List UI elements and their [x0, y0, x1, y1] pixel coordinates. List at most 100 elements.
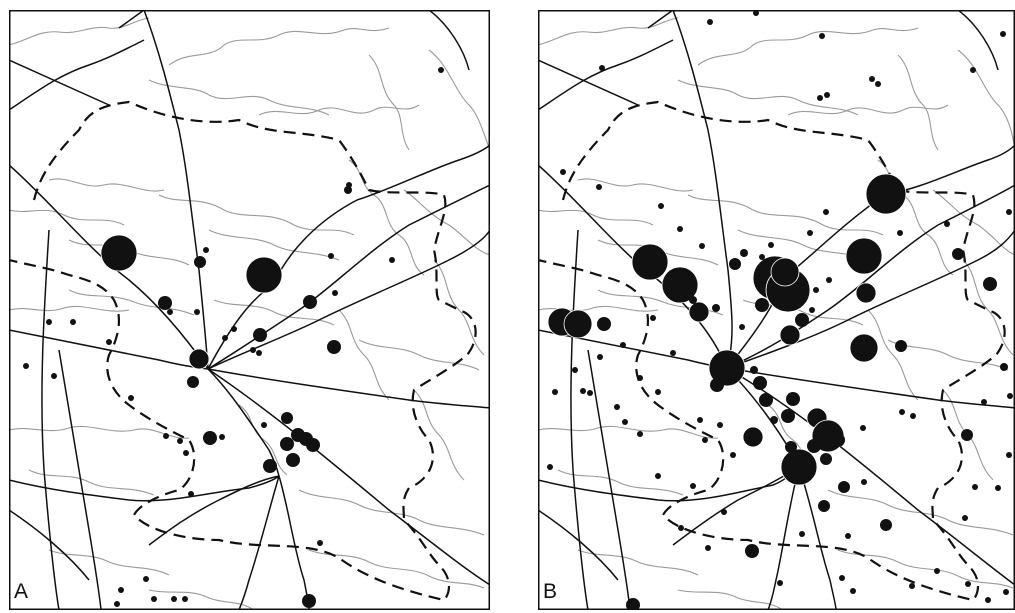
site-marker [838, 481, 850, 493]
site-marker [163, 433, 169, 439]
map-b-canvas [538, 10, 1015, 610]
panel-label-a: A [14, 580, 29, 603]
site-marker [985, 597, 991, 603]
sites-layer [547, 10, 1013, 610]
site-marker [944, 221, 950, 227]
site-marker [702, 437, 708, 443]
site-marker [317, 540, 323, 546]
site-marker [614, 404, 620, 410]
site-marker [631, 243, 669, 281]
site-marker [717, 422, 723, 428]
site-marker [261, 422, 267, 428]
site-marker [799, 531, 805, 537]
site-marker [807, 230, 813, 236]
site-marker [332, 290, 338, 296]
site-marker [970, 67, 976, 73]
site-marker [167, 309, 173, 315]
site-marker [256, 350, 262, 356]
site-marker [158, 296, 172, 310]
site-marker [875, 81, 881, 87]
site-marker [897, 230, 903, 236]
site-marker [855, 282, 877, 304]
site-marker [962, 515, 968, 521]
site-marker [781, 409, 795, 423]
site-marker [106, 339, 112, 345]
site-marker [222, 335, 228, 341]
site-marker [231, 326, 237, 332]
site-marker [910, 413, 916, 419]
site-marker [596, 184, 602, 190]
site-marker [899, 409, 905, 415]
site-marker [128, 395, 134, 401]
site-marker [729, 258, 741, 270]
site-marker [194, 309, 200, 315]
map-panel-a: A [9, 10, 490, 610]
site-marker [753, 376, 767, 390]
site-marker [860, 425, 866, 431]
site-marker [188, 491, 194, 497]
site-marker [151, 596, 157, 602]
site-marker [670, 350, 676, 356]
site-marker [572, 367, 578, 373]
border-line [9, 100, 477, 602]
site-marker [620, 342, 626, 348]
site-marker [850, 588, 856, 594]
site-marker [739, 324, 745, 330]
site-marker [780, 448, 818, 486]
site-marker [826, 277, 832, 283]
site-marker [1006, 452, 1012, 458]
site-marker [560, 169, 566, 175]
site-marker [250, 347, 256, 353]
site-marker [599, 65, 605, 71]
panel-label-b: B [543, 580, 558, 603]
site-marker [961, 429, 973, 441]
site-marker [768, 242, 774, 248]
site-marker [824, 92, 830, 98]
site-marker [563, 309, 593, 339]
site-marker [23, 363, 29, 369]
site-marker [188, 348, 210, 370]
site-marker [759, 254, 765, 260]
site-marker [861, 479, 867, 485]
site-marker [995, 485, 1001, 491]
site-marker [823, 209, 829, 215]
site-marker [831, 433, 845, 447]
site-marker [203, 431, 217, 445]
site-marker [869, 76, 875, 82]
site-marker [817, 95, 823, 101]
site-marker [699, 243, 705, 249]
site-marker [327, 340, 341, 354]
site-marker [677, 226, 683, 232]
site-marker [597, 354, 603, 360]
site-marker [689, 296, 697, 304]
site-marker [710, 378, 724, 392]
site-marker [438, 67, 444, 73]
site-marker [51, 373, 57, 379]
site-marker [1000, 363, 1008, 371]
site-marker [839, 575, 845, 581]
site-marker [730, 452, 736, 458]
site-marker [46, 319, 52, 325]
rivers-layer [9, 17, 490, 610]
site-marker [118, 587, 124, 593]
site-marker [909, 583, 915, 589]
site-marker [253, 328, 267, 342]
site-marker [770, 416, 778, 424]
site-marker [622, 419, 628, 425]
site-marker [845, 533, 851, 539]
site-marker [712, 304, 720, 312]
site-marker [580, 388, 586, 394]
site-marker [344, 186, 352, 194]
site-marker [779, 324, 801, 346]
site-marker [194, 256, 206, 268]
site-marker [171, 596, 177, 602]
site-marker [795, 313, 809, 327]
site-marker [849, 333, 879, 363]
site-marker [187, 376, 199, 388]
site-marker [658, 203, 664, 209]
site-marker [759, 393, 773, 407]
site-marker [750, 366, 758, 374]
site-marker [346, 182, 352, 188]
site-marker [742, 426, 764, 448]
site-marker [70, 319, 76, 325]
